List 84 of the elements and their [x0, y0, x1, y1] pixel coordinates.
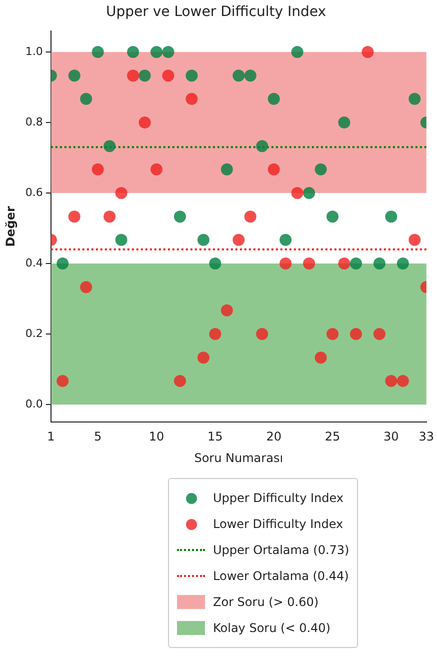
x-axis-title: Soru Numarası	[194, 450, 284, 465]
point	[326, 210, 338, 223]
point	[256, 140, 268, 152]
point	[373, 258, 386, 270]
point	[127, 46, 140, 58]
point	[350, 328, 362, 340]
y-tick-label: 0.6	[25, 186, 43, 199]
legend-label: Lower Ortalama (0.44)	[213, 569, 349, 583]
point	[385, 210, 398, 223]
point	[104, 210, 116, 223]
point	[338, 258, 350, 270]
point	[162, 46, 174, 58]
point	[174, 210, 186, 223]
point	[268, 92, 280, 105]
legend-label: Lower Difficulty Index	[213, 517, 344, 531]
x-tick-label: 10	[148, 430, 164, 444]
x-tick-label: 25	[324, 430, 340, 444]
point	[338, 116, 350, 128]
point	[385, 374, 398, 387]
x-tick-label: 33	[418, 430, 434, 444]
point	[80, 92, 92, 105]
point	[138, 116, 151, 128]
point	[56, 258, 69, 270]
point	[220, 163, 233, 176]
point	[396, 258, 409, 270]
point	[291, 46, 304, 58]
point	[209, 328, 222, 340]
legend-label: Upper Difficulty Index	[213, 491, 344, 505]
point	[162, 70, 174, 82]
point	[280, 258, 292, 270]
x-tick-label: 15	[208, 430, 223, 444]
point	[303, 258, 316, 270]
y-axis-title: Değer	[3, 206, 18, 247]
legend-label: Zor Soru (> 0.60)	[213, 595, 319, 609]
point	[408, 92, 421, 105]
point	[232, 234, 245, 246]
point	[362, 46, 374, 58]
point	[127, 70, 140, 82]
legend-label: Kolay Soru (< 0.40)	[213, 621, 330, 635]
point	[396, 374, 409, 387]
point	[244, 70, 256, 82]
point	[268, 163, 280, 176]
point	[303, 187, 316, 199]
x-tick-label: 1	[47, 430, 55, 444]
x-tick-label: 5	[94, 430, 102, 444]
point	[373, 328, 386, 340]
point	[314, 163, 327, 176]
point	[314, 352, 327, 364]
point	[115, 234, 128, 246]
point	[68, 210, 80, 223]
point	[291, 187, 304, 199]
point	[186, 92, 198, 105]
point	[408, 234, 421, 246]
point	[244, 210, 256, 223]
point	[174, 374, 186, 387]
y-tick-label: 1.0	[25, 44, 43, 58]
point	[92, 163, 104, 176]
point	[92, 46, 104, 58]
point	[150, 163, 162, 176]
point	[115, 187, 128, 199]
y-tick-label: 0.4	[25, 256, 43, 270]
y-tick-label: 0.2	[25, 326, 43, 340]
point	[350, 258, 362, 270]
point	[138, 70, 151, 82]
point	[186, 70, 198, 82]
point	[280, 234, 292, 246]
y-tick-label: 0.0	[25, 397, 43, 410]
x-tick-label: 30	[384, 430, 399, 444]
point	[197, 352, 210, 364]
point	[150, 46, 162, 58]
point	[209, 258, 222, 270]
x-tick-label: 20	[266, 430, 282, 444]
point	[220, 304, 233, 316]
point	[256, 328, 268, 340]
point	[197, 234, 210, 246]
legend-label: Upper Ortalama (0.73)	[213, 543, 350, 557]
point	[232, 70, 245, 82]
point	[104, 140, 116, 152]
point	[326, 328, 338, 340]
point	[80, 281, 92, 294]
point	[56, 374, 69, 387]
chart-title: Upper ve Lower Difficulty Index	[106, 4, 326, 20]
y-tick-label: 0.8	[25, 115, 43, 128]
point	[68, 70, 80, 82]
